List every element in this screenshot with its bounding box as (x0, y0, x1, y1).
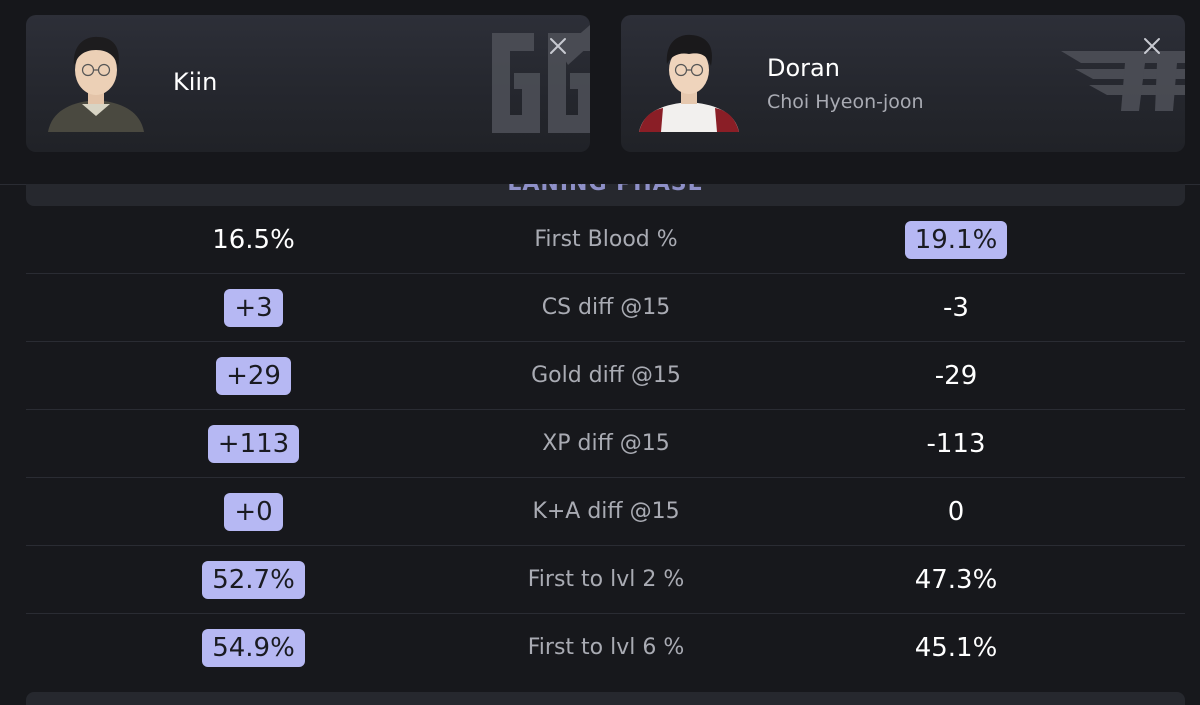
stat-value-left: 52.7% (202, 560, 305, 599)
stat-value-left: +3 (224, 288, 283, 327)
stat-label: CS diff @15 (541, 295, 671, 320)
stat-value-right: 19.1% (904, 220, 1008, 259)
stat-value-left: +29 (216, 356, 291, 395)
stat-label: K+A diff @15 (532, 499, 680, 524)
close-icon-right[interactable] (1141, 35, 1163, 57)
player-realname-right: Choi Hyeon-joon (767, 91, 924, 113)
player-header: Kiin (0, 0, 1200, 185)
stat-row-gold-diff: +29 Gold diff @15 -29 (26, 342, 1185, 410)
gen-g-logo-icon (492, 25, 590, 133)
player-card-left[interactable]: Kiin (26, 15, 590, 152)
section-header: LANING PHASE (26, 184, 1185, 206)
stat-value-right: -3 (943, 292, 969, 323)
stat-row-xp-diff: +113 XP diff @15 -113 (26, 410, 1185, 478)
stat-row-cs-diff: +3 CS diff @15 -3 (26, 274, 1185, 342)
next-section-header (26, 692, 1185, 705)
t1-logo-icon (1061, 51, 1185, 111)
stat-label: XP diff @15 (542, 431, 670, 456)
stat-row-ka-diff: +0 K+A diff @15 0 (26, 478, 1185, 546)
stat-value-right: 45.1% (914, 632, 998, 663)
stat-value-left: 54.9% (202, 628, 305, 667)
stat-row-first-lvl2: 52.7% First to lvl 2 % 47.3% (26, 546, 1185, 614)
stat-value-right: 47.3% (914, 564, 998, 595)
stat-label: First to lvl 6 % (527, 635, 685, 660)
player-avatar-left (48, 36, 144, 132)
section-title: LANING PHASE (26, 184, 1185, 196)
player-avatar-right (639, 34, 739, 132)
stats-table: 16.5% First Blood % 19.1% +3 CS diff @15… (26, 206, 1185, 681)
stat-value-right: 0 (947, 496, 965, 527)
stat-row-first-lvl6: 54.9% First to lvl 6 % 45.1% (26, 614, 1185, 681)
stat-label: First to lvl 2 % (527, 567, 685, 592)
player-name-right: Doran (767, 54, 840, 82)
stat-row-first-blood: 16.5% First Blood % 19.1% (26, 206, 1185, 274)
stat-value-left: +0 (224, 492, 283, 531)
close-icon-left[interactable] (547, 35, 569, 57)
stat-value-left: +113 (207, 424, 300, 463)
stat-value-left: 16.5% (212, 224, 295, 255)
player-card-right[interactable]: Doran Choi Hyeon-joon (621, 15, 1185, 152)
stat-label: First Blood % (534, 227, 678, 252)
stat-value-right: -29 (934, 360, 978, 391)
player-name-left: Kiin (173, 68, 218, 96)
stat-label: Gold diff @15 (531, 363, 681, 388)
stat-value-right: -113 (926, 428, 986, 459)
